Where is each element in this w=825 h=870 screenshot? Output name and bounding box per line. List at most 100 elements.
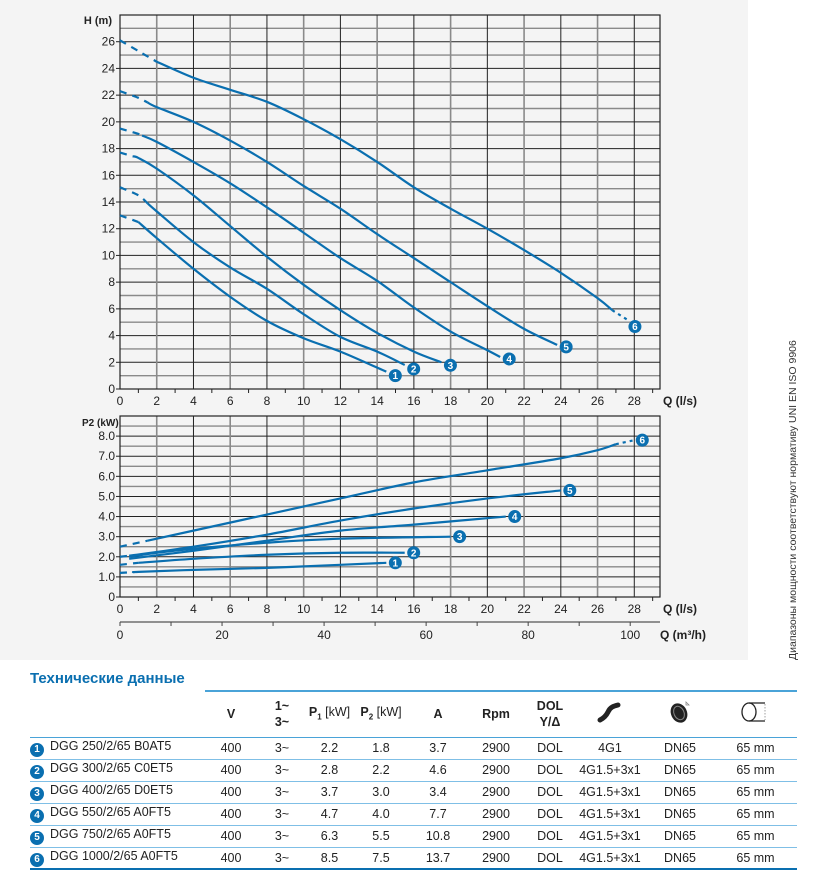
curve-5 bbox=[129, 489, 561, 557]
x-axis-label: Q (l/s) bbox=[663, 394, 697, 408]
technical-data-table: V 1~ 3~ P1 [kW] P2 [kW] A Rpm DOL Y/Δ 1 DGG… bbox=[30, 690, 797, 870]
cable-cell: 4G1.5+3x1 bbox=[579, 850, 641, 865]
passage-cell: 65 mm bbox=[736, 785, 775, 799]
curve-label: 3 bbox=[457, 532, 463, 543]
outlet-cell: DN65 bbox=[664, 850, 696, 865]
phase-cell: 3~ bbox=[274, 763, 290, 777]
x-tick-label: 26 bbox=[591, 394, 605, 408]
table-row: 5 DGG 750/2/65 A0FT5 400 3~ 6.3 5.5 10.8 2900 DO… bbox=[30, 825, 797, 847]
p2-cell: 1.8 bbox=[372, 741, 390, 755]
voltage-cell: 400 bbox=[220, 785, 242, 799]
curve-label: 3 bbox=[448, 361, 454, 372]
table-row: 6 DGG 1000/2/65 A0FT5 400 3~ 8.5 7.5 13.7 2900 D… bbox=[30, 847, 797, 869]
curve-label-badge bbox=[502, 352, 516, 366]
curve-dashed-5 bbox=[119, 554, 130, 558]
y-tick-label: 24 bbox=[102, 61, 116, 75]
x-tick-label: 2 bbox=[153, 394, 160, 408]
x-tick-label: 26 bbox=[591, 602, 605, 616]
curve-label: 5 bbox=[567, 486, 573, 497]
x-tick-label: 6 bbox=[227, 394, 234, 408]
curve-label: 1 bbox=[393, 371, 399, 382]
curve-dashed-2 bbox=[119, 186, 149, 205]
curve-label: 4 bbox=[506, 354, 512, 365]
curve-4 bbox=[129, 515, 506, 560]
curve-label-badge bbox=[453, 530, 467, 544]
model-name: DGG 250/2/65 B0AT5 bbox=[50, 739, 172, 753]
curve-label: 6 bbox=[640, 436, 646, 447]
curve-label-badge bbox=[443, 358, 457, 372]
curve-2 bbox=[138, 551, 405, 564]
header-p1: P1 [kW] bbox=[307, 690, 352, 737]
rpm-cell: 2900 bbox=[482, 807, 510, 821]
y-tick-label: 26 bbox=[102, 35, 116, 49]
x-tick-label: 6 bbox=[227, 602, 234, 616]
y-tick-label: 3.0 bbox=[98, 530, 115, 544]
passage-cell: 65 mm bbox=[736, 850, 775, 865]
start-cell: DOL bbox=[537, 850, 563, 865]
x-tick-label: 20 bbox=[481, 602, 495, 616]
x2-tick-label: 60 bbox=[419, 628, 433, 642]
curve-label-badge bbox=[388, 369, 402, 383]
outlet-cell: DN65 bbox=[664, 785, 696, 799]
y-tick-label: 0 bbox=[108, 590, 115, 604]
x-tick-label: 8 bbox=[264, 394, 271, 408]
x-tick-label: 20 bbox=[481, 394, 495, 408]
x-tick-label: 16 bbox=[407, 602, 421, 616]
header-current: A bbox=[410, 690, 466, 737]
outlet-cell: DN65 bbox=[664, 763, 696, 777]
start-cell: DOL bbox=[537, 829, 563, 843]
start-cell: DOL bbox=[537, 741, 563, 755]
p1-sub: 1 bbox=[317, 712, 322, 721]
curve-6 bbox=[147, 443, 617, 542]
x2-tick-label: 100 bbox=[620, 628, 640, 642]
model-name: DGG 1000/2/65 A0FT5 bbox=[50, 848, 178, 863]
y-tick-label: 4 bbox=[108, 329, 115, 343]
p2-sub: 2 bbox=[368, 712, 374, 721]
p1-cell: 3.7 bbox=[320, 785, 339, 799]
model-cell: 6 DGG 1000/2/65 A0FT5 bbox=[30, 847, 205, 869]
cable-cell: 4G1.5+3x1 bbox=[579, 807, 641, 821]
x-tick-label: 24 bbox=[554, 602, 568, 616]
header-phase-3: 3~ bbox=[274, 715, 290, 730]
curve-dotted-6 bbox=[611, 309, 628, 321]
curve-dashed-1 bbox=[119, 570, 135, 574]
table-row: 3 DGG 400/2/65 D0ET5 400 3~ 3.7 3.0 3.4 2900 DOL… bbox=[30, 781, 797, 803]
curve-label-badge bbox=[635, 433, 649, 447]
rpm-cell: 2900 bbox=[482, 785, 510, 799]
voltage-cell: 400 bbox=[220, 829, 242, 843]
rpm-cell: 2900 bbox=[482, 741, 510, 755]
cable-cell: 4G1 bbox=[598, 741, 622, 755]
curve-label-badge bbox=[559, 340, 573, 354]
impeller-icon bbox=[646, 690, 714, 737]
curve-dotted-6 bbox=[615, 439, 635, 446]
passage-cell: 65 mm bbox=[736, 763, 775, 777]
x-tick-label: 8 bbox=[264, 602, 271, 616]
p1-cell: 2.2 bbox=[320, 741, 339, 755]
current-cell: 4.6 bbox=[429, 763, 447, 777]
y-tick-label: 16 bbox=[102, 168, 116, 182]
y-tick-label: 22 bbox=[102, 88, 116, 102]
start-cell: DOL bbox=[537, 785, 563, 799]
y-tick-label: 4.0 bbox=[98, 510, 115, 524]
phase-cell: 3~ bbox=[274, 850, 290, 865]
p2-cell: 7.5 bbox=[372, 850, 390, 865]
x-tick-label: 22 bbox=[517, 602, 531, 616]
curve-dashed-6 bbox=[119, 39, 158, 63]
outlet-cell: DN65 bbox=[664, 829, 696, 843]
curve-2 bbox=[146, 202, 406, 366]
x-tick-label: 14 bbox=[370, 394, 384, 408]
x-tick-label: 12 bbox=[334, 394, 348, 408]
curve-number-badge: 5 bbox=[30, 831, 44, 845]
curve-number-badge: 6 bbox=[30, 852, 44, 867]
curve-number-badge: 3 bbox=[30, 787, 44, 801]
header-star-delta: Y/Δ bbox=[539, 715, 561, 730]
x-tick-label: 10 bbox=[297, 602, 311, 616]
curve-label-badge bbox=[628, 320, 642, 334]
y-tick-label: 2.0 bbox=[98, 550, 115, 564]
start-cell: DOL bbox=[537, 763, 563, 777]
y-tick-label: 5.0 bbox=[98, 489, 115, 503]
current-cell: 3.4 bbox=[429, 785, 447, 799]
x-tick-label: 28 bbox=[628, 602, 642, 616]
header-rpm: Rpm bbox=[466, 690, 526, 737]
x-tick-label: 28 bbox=[628, 394, 642, 408]
